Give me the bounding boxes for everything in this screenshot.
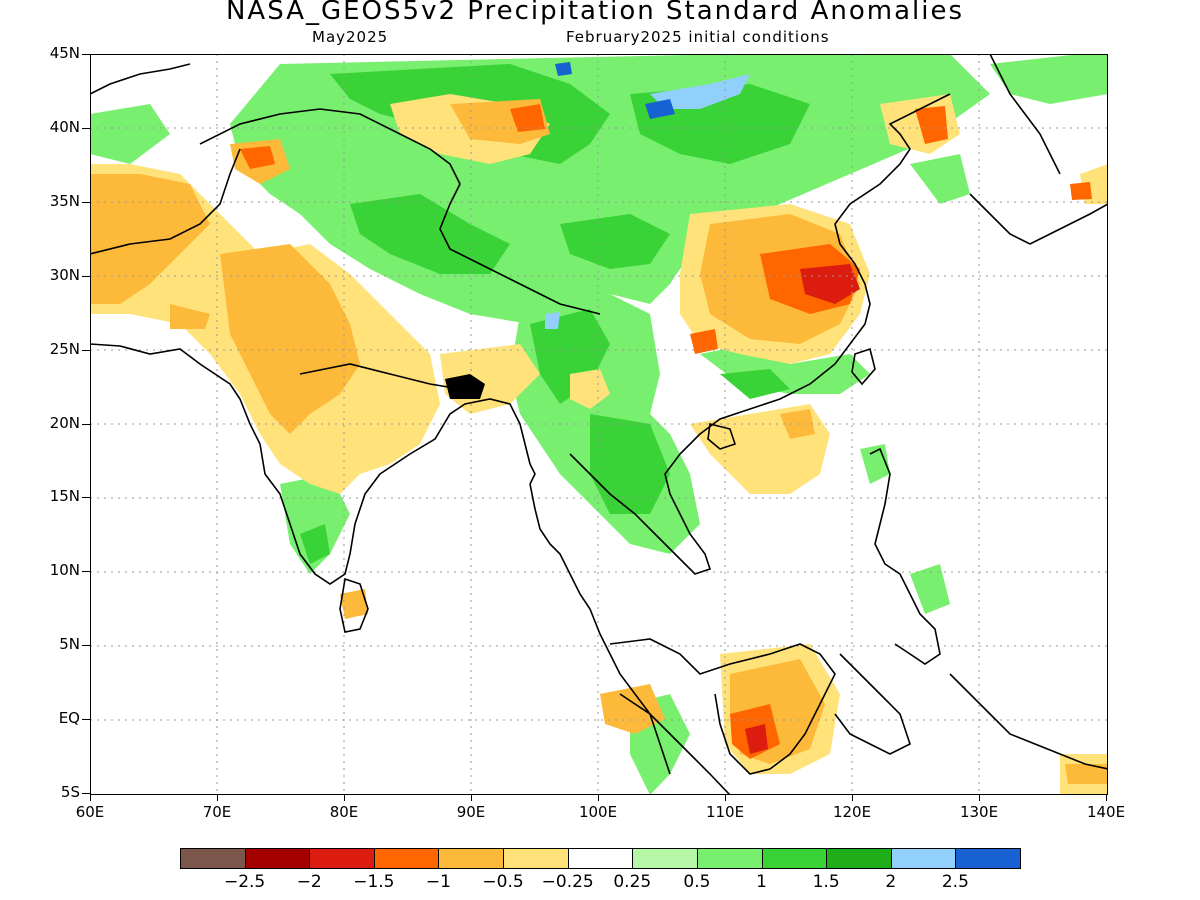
colorbar-swatch (567, 848, 634, 869)
lon-tick-label: 70E (202, 803, 232, 821)
lat-tick-mark (82, 201, 90, 203)
lon-tick-mark (217, 795, 218, 801)
colorbar-swatch (244, 848, 311, 869)
colorbar-swatch (826, 848, 892, 869)
colorbar-label: −0.25 (541, 872, 594, 892)
lon-tick-mark (471, 795, 472, 801)
colorbar-label: 1 (756, 872, 767, 892)
colorbar-label: 0.5 (683, 872, 711, 892)
lat-tick-label: 25N (49, 339, 80, 358)
colorbar-swatch (955, 848, 1021, 869)
lat-tick-mark (82, 275, 90, 277)
colorbar-swatch (761, 848, 828, 869)
lat-tick-mark (82, 497, 90, 499)
lon-tick-label: 120E (832, 803, 872, 821)
lat-tick-mark (82, 645, 90, 647)
lat-tick-mark (82, 423, 90, 425)
lon-tick-label: 60E (75, 803, 105, 821)
colorbar-swatch (373, 848, 440, 869)
lat-tick-mark (82, 349, 90, 351)
colorbar-label: −0.5 (482, 872, 524, 892)
lon-tick-mark (90, 795, 91, 801)
anomaly-map (90, 54, 1108, 795)
lat-tick-label: 10N (49, 561, 80, 580)
colorbar-label: −1.5 (353, 872, 395, 892)
colorbar-swatch (696, 848, 763, 869)
lat-tick-label: 40N (49, 117, 80, 136)
lat-tick-label: 45N (49, 44, 80, 62)
colorbar-swatch (309, 848, 375, 869)
lat-tick-label: EQ (58, 709, 80, 728)
lon-tick-label: 140E (1086, 803, 1126, 821)
colorbar-label: −2 (296, 872, 322, 892)
bangladesh-outline (445, 374, 485, 399)
colorbar-swatch (180, 848, 246, 869)
initial-conditions: February2025 initial conditions (566, 28, 830, 46)
colorbar-swatch (632, 848, 698, 869)
colorbar-label: −2.5 (223, 872, 266, 892)
lon-tick-label: 130E (959, 803, 999, 821)
lon-tick-mark (344, 795, 345, 801)
lon-tick-mark (1106, 795, 1107, 801)
colorbar-label: 2.5 (941, 872, 969, 892)
lon-tick-mark (725, 795, 726, 801)
lat-tick-mark (82, 571, 90, 573)
colorbar-swatch (890, 848, 957, 869)
colorbar-swatch (438, 848, 505, 869)
lat-tick-mark (82, 719, 90, 721)
forecast-month: May2025 (312, 28, 389, 46)
colorbar-swatch (503, 848, 569, 869)
lon-tick-label: 100E (578, 803, 618, 821)
lat-tick-label: 5N (59, 635, 80, 654)
map-panel (90, 54, 1108, 795)
lat-tick-label: 35N (49, 191, 80, 210)
lat-lon-grid (90, 54, 1108, 795)
lon-tick-label: 110E (705, 803, 745, 821)
lon-tick-mark (979, 795, 980, 801)
colorbar-label: 1.5 (812, 872, 840, 892)
lon-tick-label: 80E (329, 803, 359, 821)
lat-tick-label: 20N (49, 413, 80, 432)
lon-tick-mark (598, 795, 599, 801)
coastlines (90, 54, 1108, 795)
lat-tick-label: 15N (49, 487, 80, 506)
colorbar-label: −1 (425, 872, 451, 892)
lat-tick-mark (82, 793, 90, 794)
colorbar-label: 0.25 (613, 872, 652, 892)
lon-tick-label: 90E (456, 803, 486, 821)
lat-tick-label: 30N (49, 265, 80, 284)
map-title: NASA_GEOS5v2 Precipitation Standard Anom… (225, 0, 965, 26)
lat-tick-mark (82, 127, 90, 129)
dry-anomaly-layer (90, 94, 1108, 795)
colorbar-label: 2 (885, 872, 897, 892)
lon-tick-mark (852, 795, 853, 801)
lat-tick-label: 5S (60, 783, 80, 801)
lat-tick-mark (82, 54, 90, 55)
